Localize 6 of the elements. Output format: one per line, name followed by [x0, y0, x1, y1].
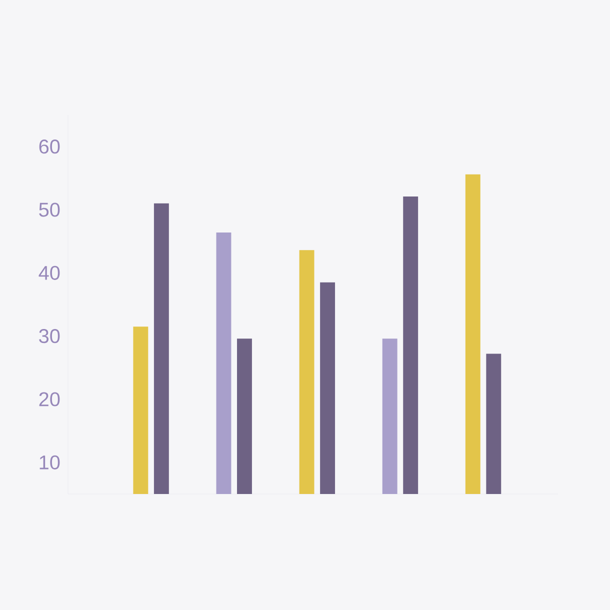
y-tick-label: 60 — [39, 140, 60, 154]
y-tick-label: 20 — [39, 392, 60, 406]
y-tick-label: 50 — [39, 202, 60, 217]
y-tick-label: 30 — [39, 329, 60, 344]
y-tick-label: 10 — [40, 455, 60, 470]
y-tick-label: 40 — [38, 266, 60, 280]
